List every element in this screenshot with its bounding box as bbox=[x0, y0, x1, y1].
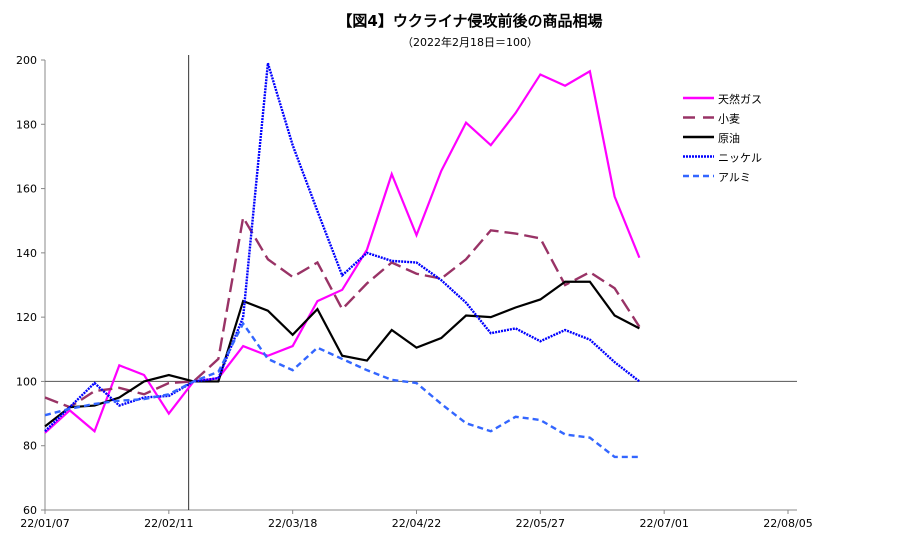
series-line-0 bbox=[44, 69, 641, 434]
y-tick-label: 160 bbox=[16, 183, 37, 196]
legend-label: 小麦 bbox=[718, 113, 740, 126]
legend-label: アルミ bbox=[718, 171, 751, 184]
chart-subtitle: （2022年2月18日＝100） bbox=[402, 36, 538, 49]
y-tick-label: 100 bbox=[16, 375, 37, 388]
x-tick-label: 22/08/05 bbox=[763, 517, 812, 530]
chart-title: 【図4】ウクライナ侵攻前後の商品相場 bbox=[337, 12, 603, 30]
x-tick-label: 22/07/01 bbox=[639, 517, 688, 530]
legend-label: ニッケル bbox=[718, 152, 762, 165]
y-tick-label: 180 bbox=[16, 118, 37, 131]
series-line-2 bbox=[44, 280, 640, 428]
y-tick-label: 120 bbox=[16, 311, 37, 324]
series-line-1 bbox=[44, 214, 641, 409]
x-tick-label: 22/02/11 bbox=[144, 517, 193, 530]
y-tick-label: 140 bbox=[16, 247, 37, 260]
series-line-4 bbox=[44, 321, 640, 459]
x-tick-label: 22/01/07 bbox=[20, 517, 69, 530]
x-tick-label: 22/04/22 bbox=[392, 517, 441, 530]
series-line-3 bbox=[44, 62, 641, 433]
y-tick-label: 60 bbox=[23, 504, 37, 517]
y-tick-label: 200 bbox=[16, 54, 37, 67]
x-tick-label: 22/05/27 bbox=[516, 517, 565, 530]
legend-label: 原油 bbox=[718, 131, 740, 145]
x-tick-label: 22/03/18 bbox=[268, 517, 317, 530]
legend-label: 天然ガス bbox=[718, 92, 762, 106]
y-tick-label: 80 bbox=[23, 440, 37, 453]
